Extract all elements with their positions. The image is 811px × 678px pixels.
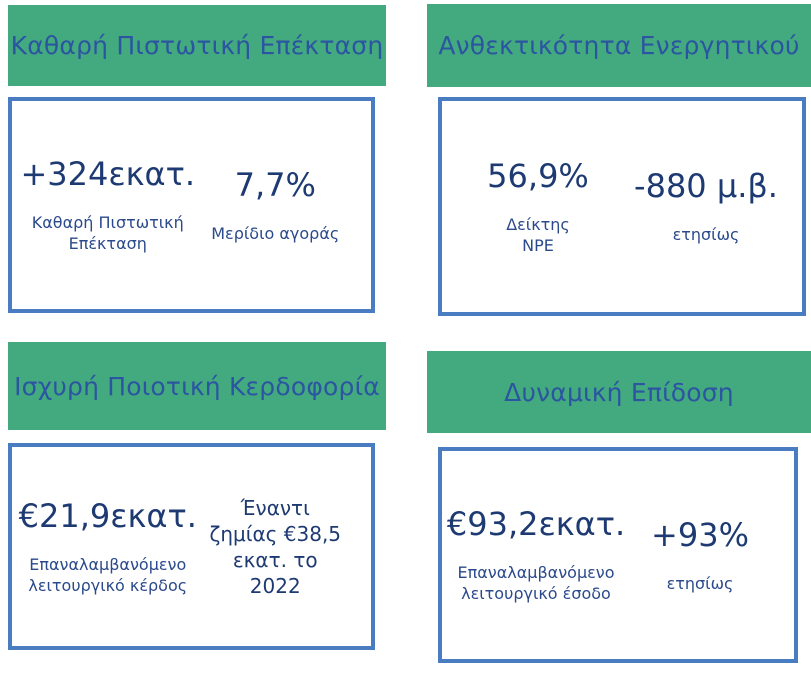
metric-recurring-operating-profit: €21,9εκατ. Επαναλαμβανόμενο λειτουργικό … xyxy=(19,497,197,597)
metric-npe-yoy-change: -880 μ.β. ετησίως xyxy=(622,167,790,246)
metric-value: 7,7% xyxy=(234,165,316,204)
metric-income-yoy-growth: +93% ετησίως xyxy=(618,516,782,595)
metric-value: +93% xyxy=(651,515,749,554)
metric-value: 56,9% xyxy=(487,156,589,195)
metric-value: +324εκατ. xyxy=(20,155,196,194)
metric-label: Καθαρή Πιστωτική Επέκταση xyxy=(31,213,184,253)
banner-quality-profitability: Ισχυρή Ποιοτική Κερδοφορία xyxy=(8,342,386,430)
metric-recurring-operating-income: €93,2εκατ. Επαναλαμβανόμενο λειτουργικό … xyxy=(447,505,625,605)
banner-net-credit-expansion: Καθαρή Πιστωτική Επέκταση xyxy=(8,5,386,86)
metric-market-share: 7,7% Μερίδιο αγοράς xyxy=(192,166,360,245)
card-dynamic-performance: €93,2εκατ. Επαναλαμβανόμενο λειτουργικό … xyxy=(438,447,798,663)
metric-label: ετησίως xyxy=(666,573,734,593)
metric-value: €21,9εκατ. xyxy=(18,496,197,535)
metric-label: Μερίδιο αγοράς xyxy=(211,223,340,243)
metric-label: Επαναλαμβανόμενο λειτουργικό έσοδο xyxy=(457,563,615,603)
metric-vs-prior-year-note: Έναντι ζημίας €38,5 εκατ. το 2022 xyxy=(192,495,360,599)
metric-label: Επαναλαμβανόμενο λειτουργικό κέρδος xyxy=(28,554,188,595)
card-asset-resilience: 56,9% Δείκτης NPE -880 μ.β. ετησίως xyxy=(438,97,806,316)
metric-value: -880 μ.β. xyxy=(634,167,778,206)
metric-npe-ratio: 56,9% Δείκτης NPE xyxy=(454,157,622,257)
card-net-credit-expansion: +324εκατ. Καθαρή Πιστωτική Επέκταση 7,7%… xyxy=(8,97,375,313)
metric-label: ετησίως xyxy=(672,225,740,245)
banner-asset-resilience: Ανθεκτικότητα Ενεργητικού xyxy=(427,4,811,87)
metric-value: €93,2εκατ. xyxy=(446,505,626,544)
banner-title: Ανθεκτικότητα Ενεργητικού xyxy=(438,31,800,60)
banner-title: Ισχυρή Ποιοτική Κερδοφορία xyxy=(14,371,380,401)
metric-net-credit-expansion: +324εκατ. Καθαρή Πιστωτική Επέκταση xyxy=(20,155,195,255)
metric-label: Δείκτης NPE xyxy=(506,214,570,255)
metric-note: Έναντι ζημίας €38,5 εκατ. το 2022 xyxy=(209,495,342,598)
card-quality-profitability: €21,9εκατ. Επαναλαμβανόμενο λειτουργικό … xyxy=(8,443,375,650)
banner-title: Δυναμική Επίδοση xyxy=(504,377,734,407)
banner-dynamic-performance: Δυναμική Επίδοση xyxy=(427,351,811,433)
banner-title: Καθαρή Πιστωτική Επέκταση xyxy=(10,31,384,60)
